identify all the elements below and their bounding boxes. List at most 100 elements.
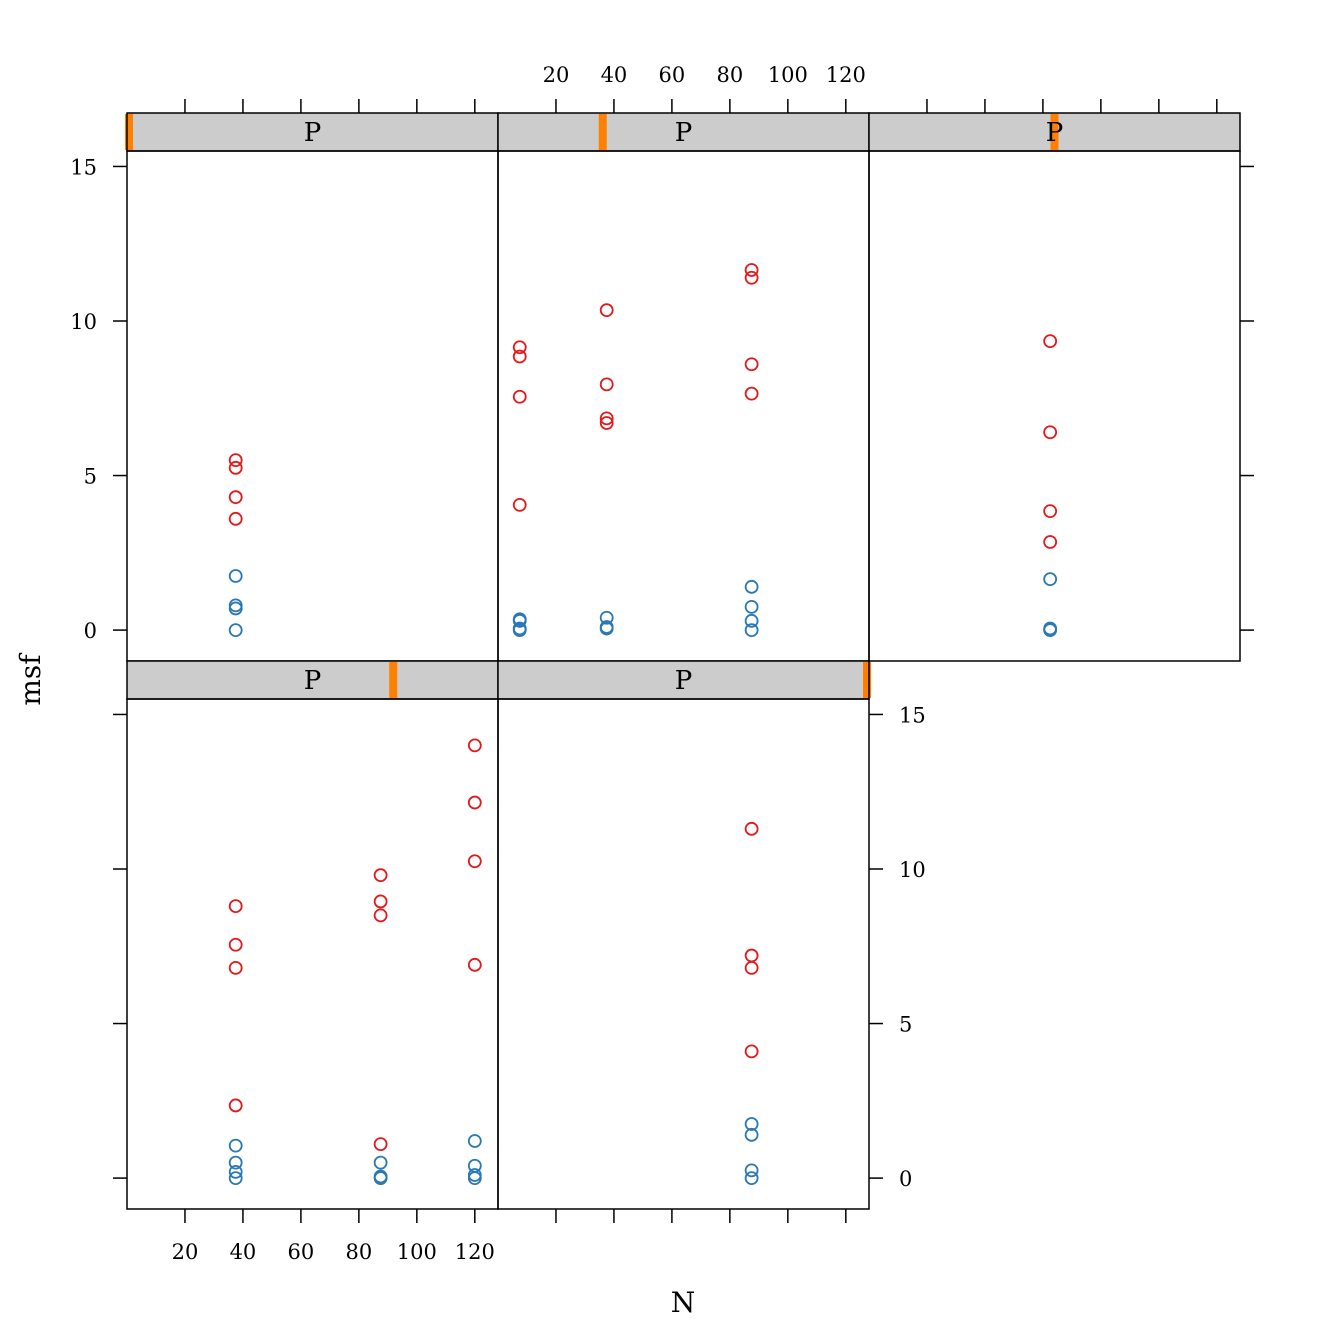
panel-5: P <box>497 660 871 1210</box>
strip-background <box>127 113 498 151</box>
data-point <box>599 621 614 636</box>
data-point <box>467 854 482 869</box>
panel-1: P <box>125 112 499 662</box>
strip-indicator <box>389 662 398 698</box>
axes: 20 40 60 80 100 120 20 40 60 80 100 120 0 5 10 15 0 5 10 15 <box>70 63 1254 1264</box>
data-point <box>512 349 527 364</box>
data-point <box>744 600 759 614</box>
data-point <box>512 340 527 355</box>
data-point <box>744 1044 759 1059</box>
x-tick-label: 120 <box>455 1240 495 1264</box>
data-point <box>228 1155 243 1170</box>
y-tick-label: 10 <box>899 858 926 882</box>
data-point <box>1043 334 1058 348</box>
data-point <box>228 453 243 467</box>
data-point <box>373 868 388 883</box>
y-tick-label: 15 <box>70 155 97 179</box>
data-point <box>373 1171 388 1185</box>
strip-indicator <box>598 114 607 150</box>
strip-indicator <box>1050 114 1059 150</box>
data-point <box>228 460 243 475</box>
data-point <box>744 623 759 637</box>
data-point <box>512 623 527 637</box>
data-point <box>1043 572 1058 586</box>
strip-indicator <box>863 662 871 698</box>
data-point <box>467 1171 482 1185</box>
data-point <box>512 389 527 404</box>
panel-4: P <box>126 660 499 1210</box>
data-point <box>744 948 759 963</box>
data-point <box>228 1165 243 1179</box>
data-point <box>512 498 527 512</box>
x-tick-label: 20 <box>543 63 570 87</box>
data-point <box>228 601 243 616</box>
strip-background <box>127 661 498 699</box>
data-point <box>599 416 614 430</box>
y-axis-title: msf <box>14 652 47 706</box>
strip-background <box>498 113 869 151</box>
panel-border <box>126 150 499 662</box>
panel-border <box>497 150 870 662</box>
data-point <box>373 1137 388 1151</box>
data-point <box>467 957 482 972</box>
data-point <box>373 1155 388 1170</box>
data-point <box>373 894 388 909</box>
data-point <box>228 899 243 913</box>
data-point <box>599 377 614 392</box>
panel-border <box>497 698 870 1210</box>
x-tick-label: 60 <box>288 1240 315 1264</box>
data-point <box>744 386 759 401</box>
y-tick-label: 0 <box>84 619 97 643</box>
data-point <box>228 1098 243 1113</box>
strip-indicator <box>125 114 133 150</box>
strip-label: P <box>304 118 322 148</box>
strip-label: P <box>304 666 322 696</box>
x-tick-label: 100 <box>768 63 808 87</box>
data-point <box>467 738 482 753</box>
x-tick-label: 40 <box>230 1240 257 1264</box>
data-point <box>512 613 527 628</box>
data-point <box>744 263 759 277</box>
data-point <box>228 1138 243 1153</box>
x-tick-label: 100 <box>397 1240 437 1264</box>
data-point <box>744 270 759 285</box>
data-point <box>744 1163 759 1178</box>
data-point <box>744 579 759 594</box>
data-point <box>1043 535 1058 549</box>
data-point <box>744 1171 759 1185</box>
data-point <box>744 613 759 628</box>
data-point <box>1043 504 1058 518</box>
y-tick-label: 10 <box>70 310 97 334</box>
panels: P P P P P <box>125 112 1241 1210</box>
data-point <box>1043 623 1058 637</box>
strip-label: P <box>1046 118 1064 148</box>
x-tick-label: 40 <box>601 63 628 87</box>
data-point <box>228 511 243 526</box>
x-tick-label: 80 <box>717 63 744 87</box>
data-point <box>744 961 759 975</box>
x-axis-title: N <box>671 1286 696 1319</box>
data-point <box>744 821 759 836</box>
y-tick-label: 0 <box>899 1167 912 1191</box>
x-tick-label: 20 <box>172 1240 199 1264</box>
data-point <box>1043 425 1058 440</box>
strip-label: P <box>675 666 693 696</box>
strip-label: P <box>675 118 693 148</box>
y-tick-label: 5 <box>84 465 97 489</box>
x-tick-label: 80 <box>346 1240 373 1264</box>
data-point <box>228 623 243 637</box>
data-point <box>228 961 243 975</box>
data-point <box>744 357 759 372</box>
panel-3: P <box>868 112 1241 662</box>
panel-2: P <box>497 112 870 662</box>
x-tick-label: 60 <box>659 63 686 87</box>
data-point <box>228 1171 243 1185</box>
data-point <box>744 1117 759 1131</box>
data-point <box>599 411 614 426</box>
x-tick-label: 120 <box>826 63 866 87</box>
data-point <box>228 569 243 583</box>
data-point <box>599 303 614 318</box>
panel-border <box>126 698 499 1210</box>
y-tick-label: 5 <box>899 1013 912 1037</box>
